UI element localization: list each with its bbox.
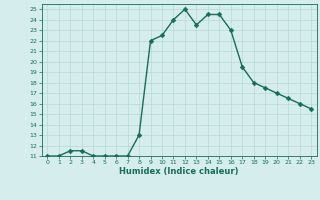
X-axis label: Humidex (Indice chaleur): Humidex (Indice chaleur) [119, 167, 239, 176]
